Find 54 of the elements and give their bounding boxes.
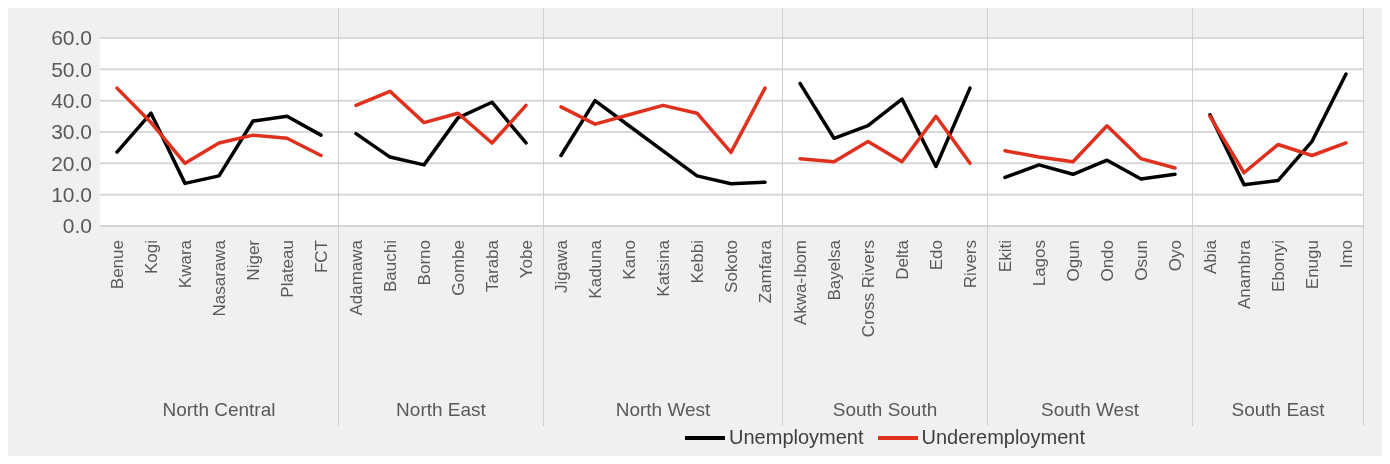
x-tick-label: Imo <box>1336 240 1356 269</box>
x-tick-label: Edo <box>926 240 946 271</box>
x-tick-label: Kogi <box>141 240 161 275</box>
x-tick-label: Osun <box>1131 240 1151 281</box>
x-tick-label: Akwa-Ibom <box>790 240 810 326</box>
y-tick-label: 20.0 <box>51 151 92 175</box>
x-tick-label: Enugu <box>1302 240 1322 290</box>
x-tick-label: Kwara <box>175 239 195 289</box>
x-tick-label: Katsina <box>653 239 673 297</box>
x-tick-label: Ondo <box>1097 240 1117 282</box>
y-tick-label: 40.0 <box>51 89 92 113</box>
x-tick-label: Kebbi <box>687 240 707 284</box>
x-tick-label: Niger <box>243 239 263 281</box>
x-axis-title: North Central <box>162 399 276 420</box>
x-tick-label: Yobe <box>516 240 536 279</box>
x-tick-label: Gombe <box>448 240 468 296</box>
x-tick-label: Anambra <box>1234 239 1254 309</box>
x-axis-title: South East <box>1231 399 1326 420</box>
x-tick-label: Ekiti <box>995 240 1015 273</box>
x-tick-label: FCT <box>311 240 331 274</box>
x-tick-label: Rivers <box>960 240 980 289</box>
x-axis-title: South West <box>1041 399 1140 420</box>
x-tick-label: Oyo <box>1165 240 1185 272</box>
x-tick-label: Jigawa <box>551 239 571 293</box>
x-tick-label: Ogun <box>1063 240 1083 282</box>
x-tick-label: Ebonyi <box>1268 240 1288 292</box>
x-tick-label: Adamawa <box>346 239 366 316</box>
x-tick-label: Lagos <box>1029 240 1049 287</box>
y-tick-label: 50.0 <box>51 57 92 81</box>
line-series <box>115 86 323 166</box>
x-tick-label: Bauchi <box>380 240 400 292</box>
x-tick-label: Taraba <box>482 239 502 292</box>
x-tick-label: Benue <box>107 240 127 290</box>
x-axis-title: North East <box>396 399 487 420</box>
x-tick-label: Kaduna <box>585 239 605 299</box>
legend-label: Unemployment <box>729 426 864 449</box>
x-tick-label: Plateau <box>277 240 297 298</box>
x-tick-label: Sokoto <box>721 240 741 293</box>
legend-label: Underemployment <box>921 426 1085 449</box>
x-tick-label: Kano <box>619 240 639 280</box>
x-tick-label: Borno <box>414 240 434 286</box>
line-series <box>115 111 323 186</box>
y-tick-label: 60.0 <box>51 26 92 50</box>
x-tick-label: Zamfara <box>755 239 775 304</box>
y-tick-label: 10.0 <box>51 183 92 207</box>
x-tick-label: Cross Rivers <box>858 240 878 338</box>
x-tick-label: Nasarawa <box>209 239 229 317</box>
x-axis-title: South South <box>832 399 938 420</box>
x-tick-label: Bayelsa <box>824 239 844 301</box>
x-axis-title: North West <box>615 399 712 420</box>
y-tick-label: 0.0 <box>62 214 92 238</box>
x-tick-label: Abia <box>1200 239 1220 275</box>
y-tick-label: 30.0 <box>51 120 92 144</box>
x-tick-label: Delta <box>892 239 912 280</box>
